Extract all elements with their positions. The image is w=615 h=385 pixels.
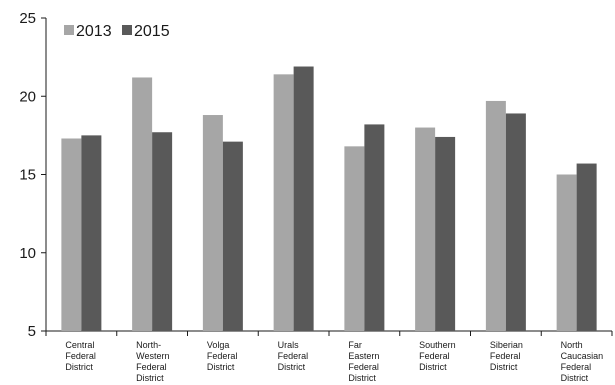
x-category-label: Federal — [278, 351, 309, 361]
bar-2013 — [273, 74, 294, 331]
legend-label: 2015 — [134, 23, 170, 40]
legend-swatch-2013 — [64, 25, 74, 35]
x-category-label: District — [490, 362, 518, 372]
legend-swatch-2015 — [122, 25, 132, 35]
x-category-label: District — [278, 362, 306, 372]
bar-2015 — [293, 66, 314, 331]
bar-2013 — [415, 127, 436, 331]
bar-2013 — [132, 77, 153, 331]
x-category-label: District — [136, 373, 164, 383]
bar-2015 — [222, 141, 243, 331]
x-category-label: Federal — [136, 362, 167, 372]
x-category-label: District — [348, 373, 376, 383]
bar-2013 — [61, 138, 82, 331]
x-category-label: North — [561, 340, 583, 350]
x-category-label: Federal — [490, 351, 521, 361]
bar-2015 — [505, 113, 526, 331]
bar-2015 — [81, 135, 102, 331]
x-category-label: Federal — [419, 351, 450, 361]
bar-2013 — [344, 146, 365, 331]
x-category-label: Western — [136, 351, 169, 361]
bar-2015 — [364, 124, 385, 331]
bar-2015 — [435, 136, 456, 331]
bar-2013 — [556, 174, 577, 331]
x-category-label: Urals — [278, 340, 300, 350]
y-tick-label: 20 — [19, 88, 36, 105]
bar-2015 — [576, 163, 597, 331]
x-category-label: Federal — [207, 351, 238, 361]
x-category-label: Eastern — [348, 351, 379, 361]
x-category-label: District — [561, 373, 589, 383]
x-category-label: North- — [136, 340, 161, 350]
x-category-label: Central — [65, 340, 94, 350]
bar-2013 — [485, 100, 506, 331]
x-category-label: Federal — [65, 351, 96, 361]
x-category-label: Caucasian — [561, 351, 604, 361]
bar-2015 — [152, 132, 173, 331]
x-category-label: Federal — [561, 362, 592, 372]
x-category-label: Federal — [348, 362, 379, 372]
y-tick-label: 25 — [19, 10, 36, 27]
y-tick-label: 5 — [28, 323, 36, 340]
x-category-label: Volga — [207, 340, 230, 350]
legend-label: 2013 — [76, 23, 112, 40]
x-category-label: District — [419, 362, 447, 372]
bar-2013 — [202, 115, 223, 331]
x-category-label: Siberian — [490, 340, 523, 350]
x-category-label: District — [65, 362, 93, 372]
x-category-label: Southern — [419, 340, 456, 350]
y-tick-label: 15 — [19, 167, 36, 184]
y-tick-label: 10 — [19, 245, 36, 262]
x-category-label: District — [207, 362, 235, 372]
x-category-label: Far — [348, 340, 362, 350]
